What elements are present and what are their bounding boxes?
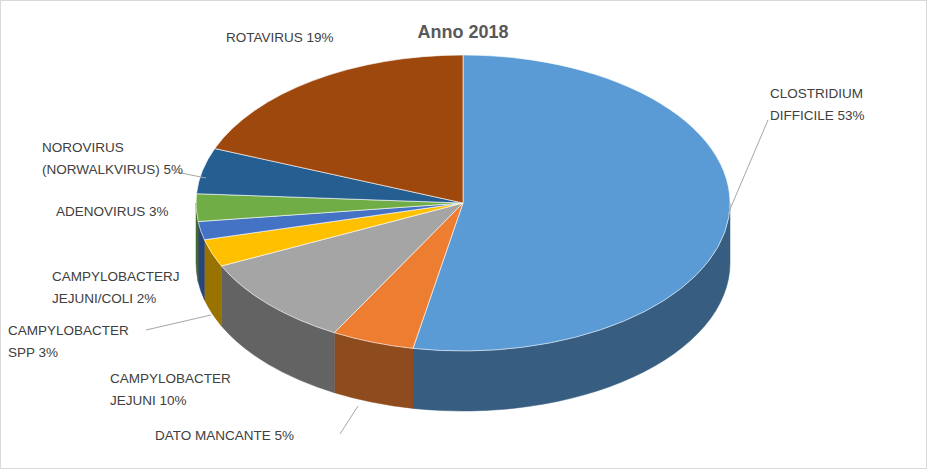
leader-line	[146, 315, 211, 330]
title: Anno 2018	[417, 22, 508, 42]
data-label: SPP 3%	[8, 345, 58, 360]
data-label: NOROVIRUS	[42, 140, 124, 155]
data-label: CAMPYLOBACTERJ	[52, 269, 180, 284]
pie-tops	[196, 55, 730, 351]
data-label: ROTAVIRUS 19%	[226, 30, 334, 45]
slice	[215, 55, 463, 203]
data-labels: CLOSTRIDIUM DIFFICILE 53% DATO MANCANTE 5%…	[8, 30, 865, 443]
data-label: (NORWALKVIRUS) 5%	[42, 162, 183, 177]
data-label: ADENOVIRUS 3%	[56, 204, 169, 219]
data-label: JEJUNI/COLI 2%	[52, 291, 156, 306]
background	[1, 1, 927, 469]
data-label: CLOSTRIDIUM	[770, 86, 863, 101]
data-label: CAMPYLOBACTER	[110, 371, 231, 386]
chart-container: Anno 2018 CLOSTRIDIUM DIFFICILE 53% DATO MA…	[0, 0, 927, 469]
data-label: JEJUNI 10%	[110, 393, 187, 408]
leader-line	[728, 120, 768, 214]
leader-line	[340, 406, 358, 434]
data-label: DATO MANCANTE 5%	[155, 428, 294, 443]
data-label: DIFFICILE 53%	[770, 108, 865, 123]
chart: Anno 2018 CLOSTRIDIUM DIFFICILE 53% DATO MA…	[0, 0, 927, 469]
data-label: CAMPYLOBACTER	[8, 323, 129, 338]
